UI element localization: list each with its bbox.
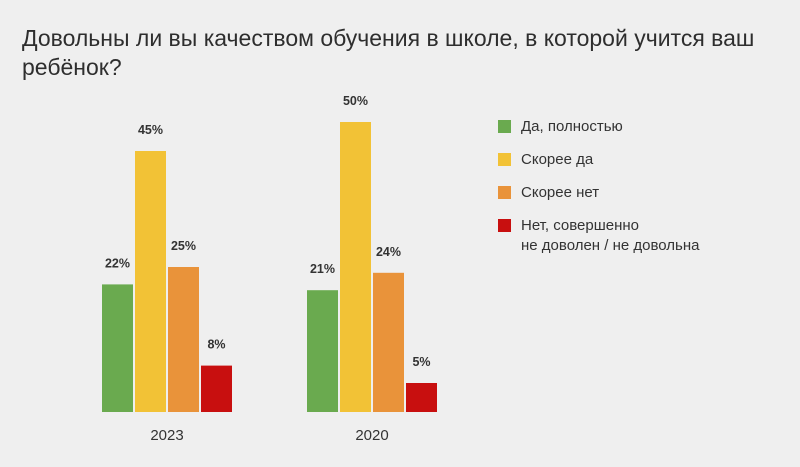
data-label-2023-rather-yes: 45% — [138, 123, 163, 137]
data-label-2020-fully: 21% — [310, 262, 335, 276]
bar-2023-fully — [102, 284, 133, 412]
bar-2020-rather-yes — [340, 122, 371, 412]
legend-item-rather-yes: Скорее да — [498, 150, 788, 170]
legend: Да, полностью Скорее да Скорее нет Нет, … — [498, 117, 788, 269]
bar-2020-rather-no — [373, 272, 404, 412]
x-tick-label: 2023 — [150, 427, 183, 444]
legend-item-rather-no: Скорее нет — [498, 183, 788, 203]
legend-item-not-at-all: Нет, совершенно не доволен / не довольна — [498, 216, 788, 256]
bar-2023-not-at-all — [201, 365, 232, 412]
legend-label: Нет, совершенно не доволен / не довольна — [521, 217, 700, 254]
legend-swatch — [498, 153, 511, 166]
data-label-2020-rather-yes: 50% — [343, 94, 368, 108]
x-tick-label: 2020 — [355, 427, 388, 444]
legend-label: Скорее да — [521, 151, 594, 168]
bar-2020-fully — [307, 290, 338, 412]
data-label-2020-not-at-all: 5% — [412, 355, 430, 369]
legend-item-fully: Да, полностью — [498, 117, 788, 137]
data-label-2020-rather-no: 24% — [376, 245, 401, 259]
data-label-2023-not-at-all: 8% — [207, 338, 225, 352]
chart-title: Довольны ли вы качеством обучения в школ… — [22, 25, 755, 80]
legend-swatch — [498, 120, 511, 133]
bar-2023-rather-no — [168, 267, 199, 412]
legend-label: Скорее нет — [521, 184, 600, 201]
data-label-2023-fully: 22% — [105, 256, 130, 270]
legend-swatch — [498, 186, 511, 199]
legend-swatch — [498, 219, 511, 232]
bar-2023-rather-yes — [135, 151, 166, 412]
data-label-2023-rather-no: 25% — [171, 239, 196, 253]
legend-label: Да, полностью — [521, 118, 623, 135]
bar-2020-not-at-all — [406, 383, 437, 412]
